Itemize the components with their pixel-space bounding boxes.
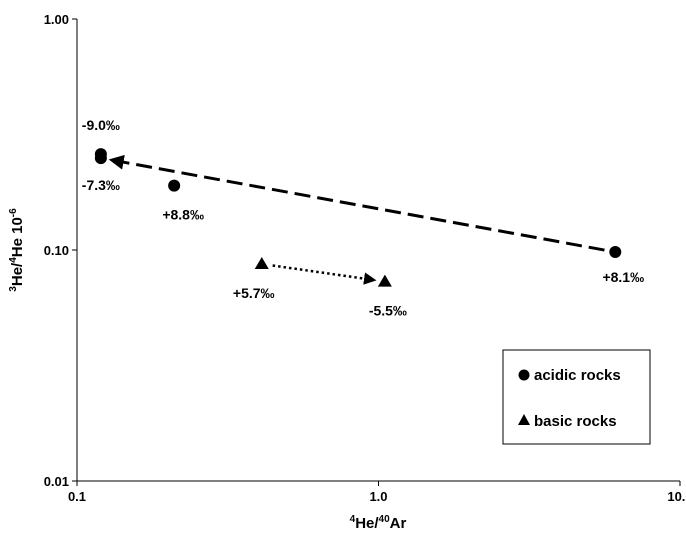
dotted-arrow [272,264,377,285]
acidic-rock-point [94,152,107,165]
point-label: +5.7‰ [233,285,275,301]
legend-box [502,349,651,445]
legend-label-acidic: acidic rocks [534,367,621,384]
y-tick-label: 0.10 [44,243,69,258]
x-axis-title: 4He/40Ar [350,514,407,532]
arrows [108,154,605,285]
y-axis-title: 3He/4He 10-6 [8,208,26,292]
y-tick-label: 1.00 [44,12,69,27]
point-label: -9.0‰ [82,117,120,133]
basic-rock-point [254,256,269,269]
dashed-arrow [108,154,605,252]
acidic-rock-point [168,179,181,192]
y-tick-label: 0.01 [44,474,69,489]
x-tick-label: 0.1 [68,489,86,504]
legend-label-basic: basic rocks [534,413,617,430]
point-labels: -9.0‰ -7.3‰ +8.8‰ +8.1‰ +5.7‰ -5.5‰ [82,117,644,318]
basic-rock-point [377,274,392,287]
legend-circle-icon [518,369,530,381]
x-tick-label: 1.0 [369,489,387,504]
ticks: 0.1 1.0 10.0 0.01 0.10 1.00 [44,12,686,504]
point-label: +8.8‰ [162,207,204,223]
point-label: -5.5‰ [369,303,407,319]
point-label: +8.1‰ [602,269,644,285]
acidic-rock-point [609,246,622,259]
legend-triangle-icon [518,414,530,425]
legend: acidic rocks basic rocks [502,349,651,445]
x-tick-label: 10.0 [667,489,686,504]
data-points [94,148,622,287]
point-label: -7.3‰ [82,177,120,193]
